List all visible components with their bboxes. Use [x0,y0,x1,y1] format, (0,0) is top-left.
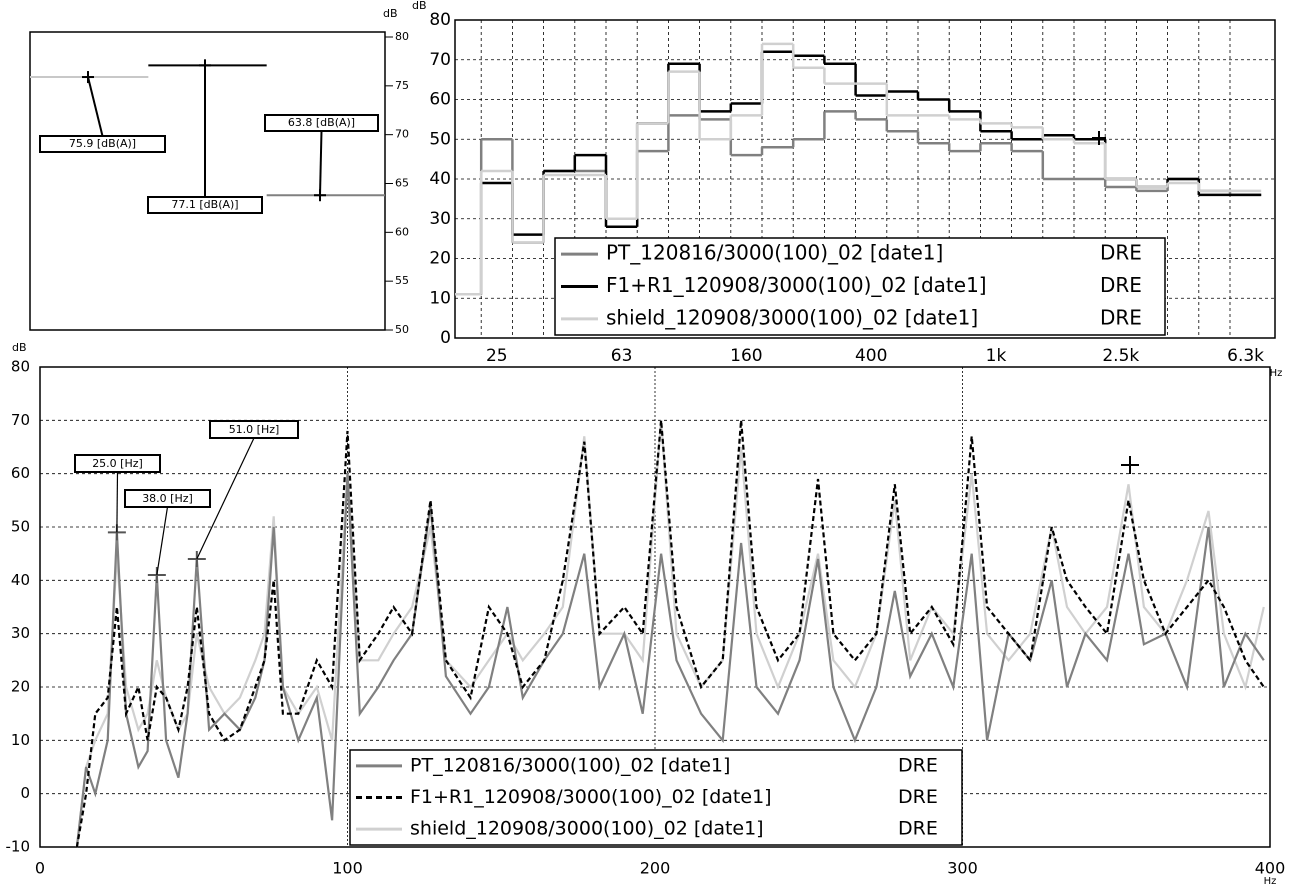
legend-label: F1+R1_120908/3000(100)_02 [date1] [606,273,987,297]
x-tick-label: 1k [986,346,1007,366]
x-unit: Hz [1264,876,1277,886]
x-tick-label: 0 [35,859,45,878]
y-tick-label: 10 [429,288,451,308]
value-label-box [39,135,166,153]
legend-box [349,749,963,846]
annotation-box [74,454,161,473]
y-tick-label: 10 [11,731,30,749]
y-tick-label: 75 [395,79,409,92]
y-tick-label: 70 [429,50,451,70]
y-tick-label: 40 [11,571,30,589]
y-tick-label: 80 [11,358,30,376]
x-tick-label: 200 [640,859,671,878]
x-tick-label: 25 [486,346,508,366]
spectrum-line [75,420,1265,848]
x-tick-label: 100 [332,859,363,878]
label-leader [87,76,104,137]
x-tick-label: 400 [855,346,887,366]
x-unit: Hz [1270,368,1283,379]
y-tick-label: 70 [395,128,409,141]
plot-frame [454,19,1276,339]
annotation-label: 51.0 [Hz] [229,423,280,436]
value-label: 75.9 [dB(A)] [69,137,136,150]
x-tick-label: 63 [611,346,633,366]
value-label-box [147,196,263,214]
annotation-box [124,489,211,508]
y-tick-label: 50 [429,129,451,149]
y-tick-label: 30 [11,624,30,642]
legend-suffix: DRE [898,818,938,840]
y-tick-label: -10 [6,838,31,856]
legend-label: shield_120908/3000(100)_02 [date1] [606,305,978,329]
value-label: 63.8 [dB(A)] [288,116,355,129]
y-tick-label: 50 [11,518,30,536]
value-label-box [264,114,379,132]
value-label: 77.1 [dB(A)] [171,198,238,211]
legend-label: shield_120908/3000(100)_02 [date1] [410,818,764,840]
spectrum-line [75,473,1265,848]
legend-box [554,237,1166,336]
annotation-label: 25.0 [Hz] [92,457,143,470]
y-tick-label: 20 [11,678,30,696]
annotation-leader [156,506,169,576]
legend-label: F1+R1_120908/3000(100)_02 [date1] [410,786,772,808]
legend-label: PT_120816/3000(100)_02 [date1] [410,754,730,776]
y-tick-label: 0 [440,328,451,348]
legend-suffix: DRE [898,786,938,808]
y-tick-label: 0 [20,784,30,802]
annotation-leader [116,471,119,533]
x-tick-label: 6.3k [1227,346,1264,366]
y-tick-label: 20 [429,249,451,269]
y-tick-label: 55 [395,274,409,287]
y-unit: dB [383,7,398,20]
x-tick-label: 2.5k [1102,346,1139,366]
y-unit: dB [12,341,27,354]
y-tick-label: 80 [395,30,409,43]
y-tick-label: 70 [11,411,30,429]
x-tick-label: 160 [730,346,762,366]
legend-suffix: DRE [1100,241,1142,265]
y-tick-label: 30 [429,209,451,229]
y-unit: dB [412,0,427,12]
legend-label: PT_120816/3000(100)_02 [date1] [606,241,943,265]
annotation-leader [196,437,255,560]
y-tick-label: 80 [429,10,451,30]
legend-suffix: DRE [1100,273,1142,297]
plot-frame [39,366,1271,848]
legend-suffix: DRE [898,754,938,776]
x-tick-label: 400 [1255,859,1286,878]
y-tick-label: 65 [395,177,409,190]
y-tick-label: 60 [429,90,451,110]
spectrum-line [75,420,1265,848]
annotation-label: 38.0 [Hz] [142,492,193,505]
y-tick-label: 40 [429,169,451,189]
label-leader [319,130,323,196]
y-tick-label: 60 [11,464,30,482]
annotation-box [209,420,299,439]
legend-suffix: DRE [1100,305,1142,329]
y-tick-label: 50 [395,323,409,336]
x-tick-label: 300 [947,859,978,878]
panel-frame [29,31,386,331]
y-tick-label: 60 [395,225,409,238]
